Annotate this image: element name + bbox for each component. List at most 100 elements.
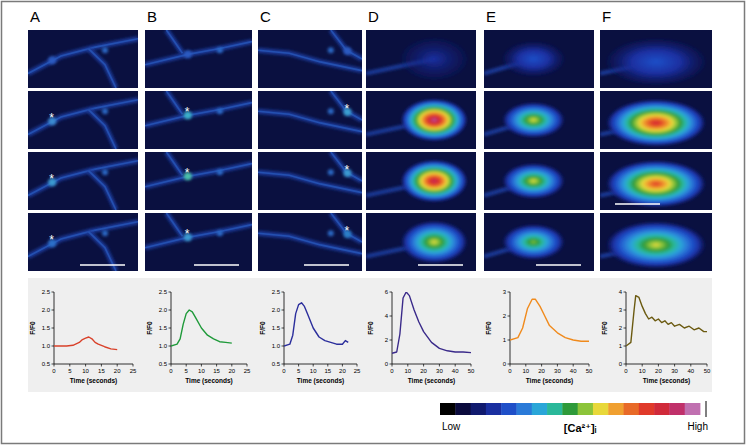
bouton (217, 169, 223, 175)
x-axis (284, 364, 357, 365)
y-tick (508, 340, 511, 341)
x-tick-label: 30 (554, 368, 561, 374)
x-tick (626, 364, 627, 367)
bouton (102, 47, 108, 53)
neurite (331, 30, 362, 59)
neurite (28, 161, 138, 196)
x-tick-label: 0 (390, 368, 394, 374)
colorbar-swatch (685, 403, 701, 415)
x-tick (101, 364, 102, 367)
neurite-glow (166, 213, 182, 236)
trace (626, 296, 707, 346)
asterisk: * (49, 172, 54, 186)
bouton (328, 230, 334, 236)
asterisk: * (49, 233, 54, 247)
y-tick-label: 1.5 (42, 325, 51, 331)
x-tick-label: 20 (538, 368, 545, 374)
micrograph (28, 152, 138, 210)
image-background (484, 152, 594, 210)
x-tick (589, 364, 590, 367)
y-tick-label: 0 (619, 361, 623, 367)
y-tick (508, 292, 511, 293)
bouton (343, 47, 351, 55)
y-tick (52, 292, 55, 293)
neurite-glow (331, 213, 362, 242)
y-tick (624, 346, 627, 347)
y-tick-label: 2.0 (159, 307, 168, 313)
y-tick-label: 1.0 (159, 343, 168, 349)
neurite (166, 213, 182, 236)
bouton (102, 108, 108, 114)
image-background (484, 213, 594, 271)
neurite-glow (145, 103, 252, 126)
x-axis (54, 364, 133, 365)
x-tick (201, 364, 202, 367)
neurite (28, 39, 138, 74)
x-tick-label: 20 (420, 368, 427, 374)
panel-label: D (368, 8, 379, 25)
cell-body (503, 42, 565, 77)
y-tick (282, 292, 285, 293)
x-tick (557, 364, 558, 367)
y-tick-label: 2.0 (42, 307, 51, 313)
neurite (89, 110, 117, 149)
micrograph (258, 152, 362, 210)
cell-body (401, 221, 467, 263)
line-chart: 0.51.01.52.02.50510152025Time (seconds)F… (146, 289, 251, 385)
scale-bar (615, 203, 660, 205)
neurite-glow (28, 100, 138, 135)
neurite (28, 222, 138, 257)
x-tick (525, 364, 526, 367)
neurite-glow (89, 49, 117, 88)
neurite-glow (145, 42, 252, 65)
y-tick-label: 1.0 (42, 343, 51, 349)
bouton (328, 169, 334, 175)
x-tick (658, 364, 659, 367)
x-tick-label: 15 (324, 368, 331, 374)
y-axis-label: F/F0 (485, 321, 492, 335)
x-tick-label: 5 (68, 368, 72, 374)
micrograph (366, 213, 476, 271)
x-tick (573, 364, 574, 367)
neurite (28, 100, 138, 135)
y-tick-label: 1 (503, 337, 507, 343)
colorbar: Low[Ca²⁺]ᵢHigh (440, 401, 708, 434)
y-tick-label: 1 (619, 343, 623, 349)
colorbar-swatch (593, 403, 609, 415)
x-tick (216, 364, 217, 367)
y-tick-label: 0.5 (272, 361, 281, 367)
trace (284, 303, 348, 346)
chart-band (28, 278, 712, 392)
bouton (328, 108, 334, 114)
plot-area (510, 299, 589, 341)
y-tick (282, 328, 285, 329)
x-axis (392, 364, 471, 365)
trace (392, 292, 471, 353)
neurite (145, 225, 252, 248)
micrograph (258, 30, 362, 88)
y-tick (52, 346, 55, 347)
micrograph (366, 91, 476, 149)
x-tick-label: 10 (82, 368, 89, 374)
micrograph (145, 91, 252, 149)
y-tick-label: 0.5 (159, 361, 168, 367)
x-tick (327, 364, 328, 367)
y-tick-label: 2.5 (42, 289, 51, 295)
neurite-glow (166, 30, 182, 53)
micrograph (258, 213, 362, 271)
y-axis (510, 292, 511, 364)
y-tick-label: 2.0 (272, 307, 281, 313)
colorbar-swatch (455, 403, 471, 415)
y-tick-label: 4 (619, 289, 623, 295)
x-tick-label: 0 (508, 368, 512, 374)
panel-label: B (147, 8, 157, 25)
x-tick (455, 364, 456, 367)
neurite (89, 171, 117, 210)
cell-body (607, 222, 706, 268)
x-tick (342, 364, 343, 367)
y-tick-label: 2.5 (272, 289, 281, 295)
image-background (258, 213, 362, 271)
micrograph (366, 152, 476, 210)
panel-label: E (486, 8, 496, 25)
x-tick (54, 364, 55, 367)
